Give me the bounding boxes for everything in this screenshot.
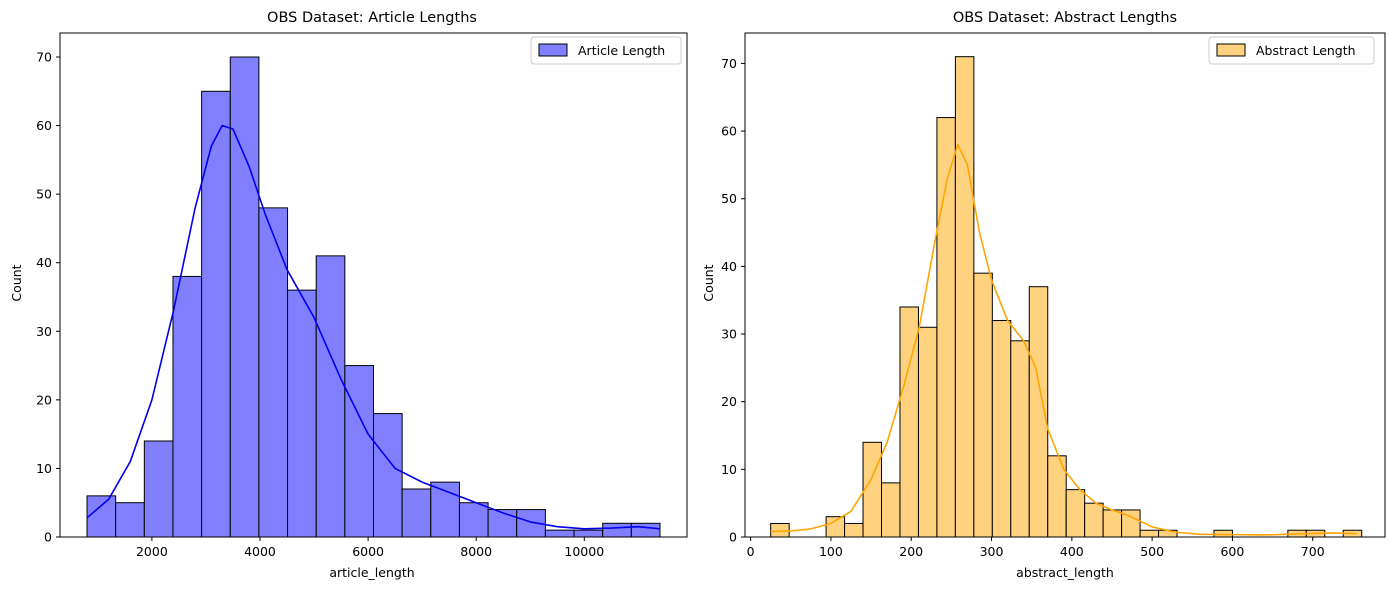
y-axis-label: Count [701,264,716,301]
histogram-bar-19 [630,522,661,538]
x-tick-label: 600 [1220,544,1244,559]
legend-swatch [538,43,568,57]
histogram-bar-13 [1010,340,1030,538]
y-tick-label: 10 [721,462,737,477]
histogram-bar-11 [973,272,993,538]
legend-box [1208,36,1375,65]
histogram-bar-12 [991,320,1012,538]
x-tick-label: 0 [747,544,755,559]
histogram-bar-7 [287,289,317,538]
histogram-bar-3 [825,516,846,538]
x-tick-label: 100 [819,544,843,559]
kde-curve [86,124,661,530]
y-tick-label: 70 [36,50,52,65]
y-tick-label: 30 [36,324,52,339]
histogram-bar-17 [1084,502,1104,538]
chart-title: OBS Dataset: Article Lengths [267,10,477,26]
x-tick-label: 400 [1060,544,1084,559]
y-tick-label: 50 [36,187,52,202]
histogram-bars [770,56,1363,538]
x-tick-label: 300 [980,544,1004,559]
chart-title: OBS Dataset: Abstract Lengths [953,10,1177,26]
x-axis-label: abstract_length [1016,565,1114,580]
x-axis-ticks: 0 100 200 300 400 500 600 700 [747,537,1325,559]
y-tick-label: 70 [721,56,737,71]
histogram-bar-9 [344,365,375,538]
y-tick-label: 30 [721,327,737,342]
legend: Abstract Length [1208,36,1375,65]
histogram-bar-1 [115,502,145,538]
axes-frame [59,32,688,538]
histogram-bar-17 [573,529,604,538]
histogram-bar-18 [1102,509,1123,538]
histogram-bar-5 [862,441,883,538]
y-tick-label: 40 [36,255,52,270]
y-tick-label: 40 [721,259,737,274]
histogram-bar-0 [86,495,117,538]
legend-label: Abstract Length [1256,43,1356,58]
histogram-bar-10 [954,56,975,538]
histogram-bars [86,56,661,538]
y-axis-ticks: 0 10 20 30 40 50 60 70 [36,50,60,545]
histogram-bar-2 [143,440,174,538]
y-tick-label: 10 [36,461,52,476]
histogram-bar-8 [917,326,938,538]
legend: Article Length [530,36,682,65]
histogram-bar-10 [373,413,403,538]
histogram-bar-4 [201,90,231,538]
x-tick-label: 8000 [460,544,492,559]
histogram-bar-16 [544,529,575,538]
y-tick-label: 20 [721,394,737,409]
histogram-bar-0 [770,522,790,538]
x-tick-label: 4000 [244,544,276,559]
histogram-bar-11 [401,488,432,538]
x-tick-label: 6000 [352,544,384,559]
histogram-bar-24 [1213,529,1233,538]
x-axis-label: article_length [329,565,414,580]
kde-curve-group [770,143,1357,536]
histogram-bar-6 [258,207,289,538]
histogram-bar-16 [1065,489,1086,538]
histogram-bar-8 [315,255,346,538]
axes-frame [744,32,1386,538]
y-axis-ticks: 0 10 20 30 40 50 60 70 [721,56,745,545]
y-tick-label: 0 [44,530,52,545]
y-axis-label: Count [9,264,24,301]
x-tick-label: 700 [1301,544,1325,559]
histogram-bar-18 [602,522,632,538]
x-tick-label: 500 [1140,544,1164,559]
x-tick-label: 10000 [564,544,604,559]
legend-box [530,36,682,65]
histogram-bar-20 [1139,529,1160,538]
legend-label: Article Length [578,43,665,58]
abstract-length-chart: OBS Dataset: Abstract Lengths 0 100 200 300… [701,10,1386,580]
x-tick-label: 2000 [136,544,168,559]
histogram-bar-4 [844,522,864,538]
y-tick-label: 60 [36,118,52,133]
histogram-bar-13 [458,502,489,538]
histogram-bar-6 [881,482,901,538]
x-tick-label: 200 [899,544,923,559]
y-tick-label: 60 [721,124,737,139]
legend-swatch [1216,43,1246,57]
kde-curve [770,143,1357,536]
histogram-bar-3 [172,275,203,538]
histogram-bar-5 [229,56,260,538]
article-length-chart: OBS Dataset: Article Lengths 2000 4000 600… [9,10,688,580]
x-axis-ticks: 2000 4000 6000 8000 10000 [136,537,604,559]
kde-curve-group [86,124,661,530]
histogram-bar-14 [487,509,518,538]
y-tick-label: 0 [729,530,737,545]
y-tick-label: 50 [721,191,737,206]
y-tick-label: 20 [36,392,52,407]
